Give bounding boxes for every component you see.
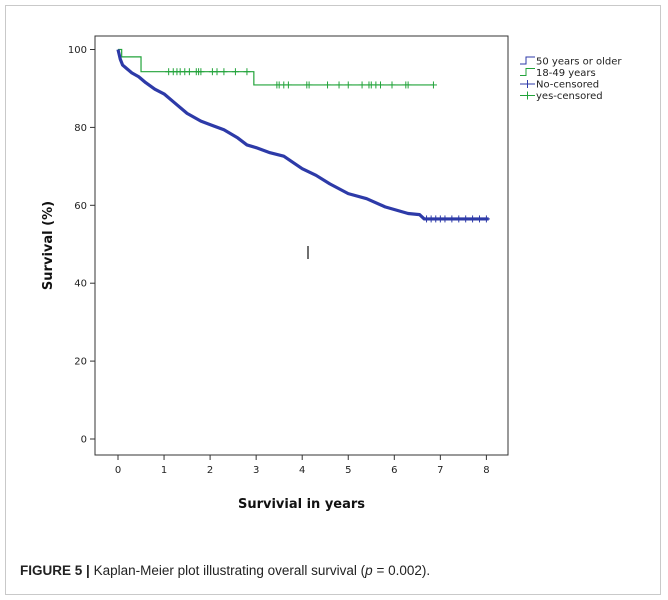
plot-border xyxy=(94,35,509,456)
censor-mark-50-years-or-older xyxy=(482,215,490,223)
y-tick-label: 100 xyxy=(68,45,87,56)
censor-mark-18-49-years xyxy=(335,81,343,89)
legend-swatch-step xyxy=(520,68,535,76)
legend-item-yes-censored: yes-censored xyxy=(520,91,603,102)
censor-mark-50-years-or-older xyxy=(469,215,477,223)
censor-mark-18-49-years xyxy=(185,68,193,76)
x-tick-label: 7 xyxy=(437,465,443,476)
y-tick-label: 60 xyxy=(74,201,87,212)
y-tick-label: 20 xyxy=(74,357,87,368)
legend-label: 18-49 years xyxy=(536,68,596,79)
censor-mark-18-49-years xyxy=(231,68,239,76)
legend-label: No-censored xyxy=(536,80,599,91)
censor-mark-18-49-years xyxy=(388,81,396,89)
censor-mark-18-49-years xyxy=(197,68,205,76)
legend-item-50-years-or-older: 50 years or older xyxy=(520,56,622,68)
censor-mark-18-49-years xyxy=(344,81,352,89)
x-tick-label: 5 xyxy=(345,465,351,476)
y-tick-label: 40 xyxy=(74,279,87,290)
censor-mark-18-49-years xyxy=(376,81,384,89)
censor-mark-18-49-years xyxy=(220,68,228,76)
censor-mark-50-years-or-older xyxy=(475,215,483,223)
censor-mark-18-49-years xyxy=(404,81,412,89)
x-tick-label: 8 xyxy=(483,465,489,476)
caption-label: FIGURE 5 | xyxy=(20,563,90,578)
censor-mark-50-years-or-older xyxy=(455,215,463,223)
legend-label: yes-censored xyxy=(536,91,603,102)
censor-mark-18-49-years xyxy=(243,68,251,76)
censor-mark-50-years-or-older xyxy=(462,215,470,223)
figure-caption: FIGURE 5 | Kaplan-Meier plot illustratin… xyxy=(20,563,430,578)
x-tick-label: 1 xyxy=(161,465,167,476)
censor-mark-18-49-years xyxy=(305,81,313,89)
y-tick-label: 0 xyxy=(81,435,87,446)
legend-label: 50 years or older xyxy=(536,57,622,68)
censor-mark-18-49-years xyxy=(213,68,221,76)
caption-text-before: Kaplan-Meier plot illustrating overall s… xyxy=(93,563,366,578)
x-tick-label: 4 xyxy=(299,465,305,476)
censor-mark-18-49-years xyxy=(324,81,332,89)
y-tick-label: 80 xyxy=(74,123,87,134)
series-line-50-years-or-older xyxy=(116,49,489,221)
legend-swatch-step xyxy=(520,56,535,65)
caption-p-symbol: p xyxy=(365,563,373,578)
plot-area xyxy=(116,48,490,259)
censor-mark-50-years-or-older xyxy=(441,215,449,223)
x-tick-label: 0 xyxy=(115,465,121,476)
axes: 0 20 40 60 80 100 0 1 2 3 4 5 6 7 8 Survivial in years S… xyxy=(41,35,509,512)
figure-frame xyxy=(5,5,661,595)
censor-mark-18-49-years xyxy=(358,81,366,89)
x-tick-label: 3 xyxy=(253,465,259,476)
censor-mark-18-49-years xyxy=(284,81,292,89)
legend-item-no-censored: No-censored xyxy=(520,80,599,91)
x-tick-label: 6 xyxy=(391,465,397,476)
censor-mark-18-49-years xyxy=(429,81,437,89)
series-line-18-49-years xyxy=(118,48,434,86)
legend-item-18-49-years: 18-49 years xyxy=(520,68,596,79)
censor-mark-50-years-or-older xyxy=(448,215,456,223)
x-tick-label: 2 xyxy=(207,465,213,476)
caption-text-after: = 0.002). xyxy=(372,563,431,578)
y-axis-title: Survival (%) xyxy=(41,201,56,290)
x-axis-title: Survivial in years xyxy=(238,497,365,512)
